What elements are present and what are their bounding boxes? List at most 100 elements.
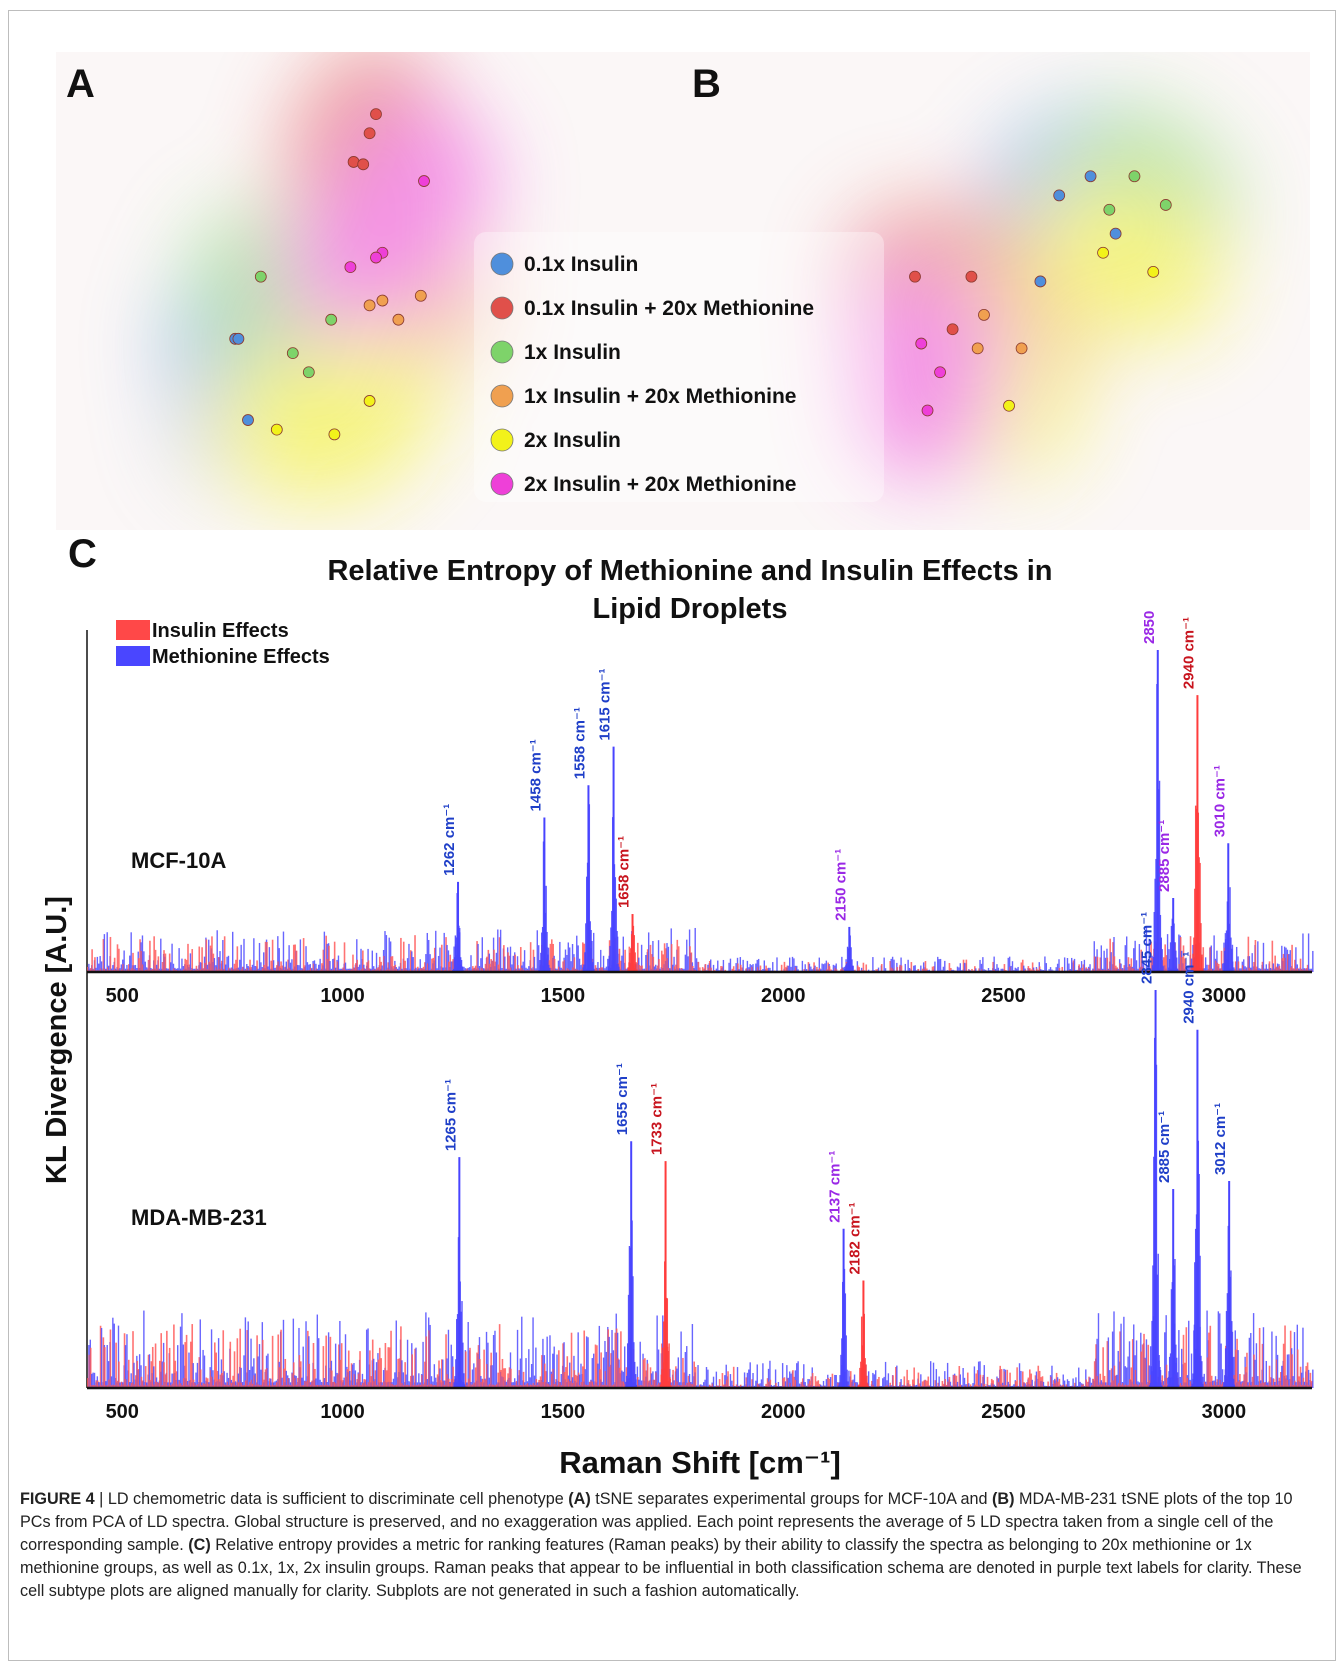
peak-label: 1265 cm⁻¹ <box>442 1079 459 1151</box>
x-tick-label: 3000 <box>1202 985 1247 1007</box>
legend-swatch <box>490 340 514 364</box>
tsne-panel-b <box>683 52 1310 530</box>
tsne-point <box>978 308 990 321</box>
peak-label: 1615 cm⁻¹ <box>597 668 614 740</box>
tsne-point <box>270 423 283 436</box>
peak-label: 1655 cm⁻¹ <box>614 1063 631 1135</box>
caption-text-3: MDA-MB-231 tSNE plots of the top 10 PCs … <box>20 1490 1293 1554</box>
caption-text-1: LD chemometric data is sufficient to dis… <box>107 1490 569 1508</box>
panel-letter-a: A <box>66 62 95 106</box>
x-tick-label: 500 <box>106 1401 139 1423</box>
x-tick-label: 1000 <box>320 985 365 1007</box>
legend-label: 0.1x Insulin <box>524 253 638 276</box>
caption-sep: | <box>94 1490 108 1508</box>
legend-swatch <box>490 384 514 408</box>
caption-ref-b: (B) <box>992 1490 1015 1508</box>
figure-caption: FIGURE 4 | LD chemometric data is suffic… <box>20 1488 1320 1603</box>
tsne-point <box>1159 199 1172 211</box>
legend-label: 0.1x Insulin + 20x Methionine <box>524 297 814 320</box>
series-legend-label: Insulin Effects <box>152 620 289 642</box>
figure-frame <box>8 10 1336 1661</box>
x-tick-label: 2500 <box>981 985 1026 1007</box>
kl-divergence-chart: KL Divergence [A.U.] Raman Shift [cm⁻¹] In… <box>41 610 1314 1480</box>
tsne-point <box>1109 227 1122 240</box>
tsne-point <box>325 313 338 326</box>
tsne-point <box>232 332 245 345</box>
peak-label: 1558 cm⁻¹ <box>571 707 588 779</box>
series-legend-label: Methionine Effects <box>152 646 330 668</box>
x-tick-label: 500 <box>106 985 139 1007</box>
peak-label: 2137 cm⁻¹ <box>827 1151 844 1223</box>
peak-label: 1458 cm⁻¹ <box>527 739 544 811</box>
tsne-point <box>909 270 921 283</box>
tsne-point <box>363 127 376 140</box>
peak-label: 2940 cm⁻¹ <box>1180 952 1197 1024</box>
tsne-point <box>1147 265 1160 278</box>
tsne-point <box>971 342 984 355</box>
group-legend: 0.1x Insulin 0.1x Insulin + 20x Methionin… <box>474 232 884 502</box>
tsne-point <box>370 108 382 121</box>
tsne-point <box>302 366 315 379</box>
tsne-point <box>1015 342 1028 355</box>
peak-label: 2885 cm⁻¹ <box>1156 820 1173 892</box>
panel-letter-b: B <box>692 62 721 106</box>
tsne-point <box>946 323 959 336</box>
y-axis-label: KL Divergence [A.U.] <box>41 896 73 1184</box>
legend-label: 2x Insulin <box>524 429 621 452</box>
peak-label: 2845 cm⁻¹ <box>1139 912 1156 984</box>
legend-swatch <box>490 252 514 276</box>
tsne-point <box>1003 399 1015 412</box>
legend-label: 1x Insulin + 20x Methionine <box>524 385 797 408</box>
tsne-point <box>347 156 360 168</box>
x-tick-label: 2000 <box>761 985 806 1007</box>
series-legend-swatch <box>116 620 150 640</box>
tsne-point <box>286 347 299 360</box>
tsne-point <box>965 270 978 283</box>
subplot-1: 1265 cm⁻¹ 1655 cm⁻¹ 1733 cm⁻¹ 2137 cm⁻¹2182… <box>87 912 1314 1423</box>
x-tick-label: 1500 <box>541 1401 586 1423</box>
tsne-point <box>1128 170 1141 183</box>
tsne-point <box>363 395 376 407</box>
tsne-point <box>1097 246 1109 259</box>
peak-label: 2150 cm⁻¹ <box>832 849 849 921</box>
caption-lead: FIGURE 4 <box>20 1490 95 1508</box>
peak-label: 2182 cm⁻¹ <box>846 1202 863 1274</box>
x-tick-label: 2000 <box>761 1401 806 1423</box>
subplot-0: 1262 cm⁻¹ 1458 cm⁻¹ 1558 cm⁻¹ 1615 cm⁻¹ 1658… <box>87 610 1314 1007</box>
x-tick-label: 3000 <box>1202 1401 1247 1423</box>
tsne-point <box>376 294 389 307</box>
caption-text-4: Relative entropy provides a metric for r… <box>20 1536 1302 1600</box>
legend-swatch <box>490 428 514 452</box>
tsne-point <box>392 313 405 326</box>
legend-swatch <box>490 472 514 496</box>
tsne-point <box>357 158 370 171</box>
legend-background <box>474 232 884 502</box>
caption-ref-c: (C) <box>188 1536 211 1554</box>
tsne-point <box>414 289 427 302</box>
legend-label: 1x Insulin <box>524 341 621 364</box>
x-axis-label: Raman Shift [cm⁻¹] <box>559 1445 841 1480</box>
series-legend-swatch <box>116 646 150 666</box>
tsne-point <box>328 428 341 441</box>
tsne-point <box>934 366 946 379</box>
peak-label: 2885 cm⁻¹ <box>1156 1111 1173 1183</box>
tsne-point <box>1053 189 1066 202</box>
legend-label: 2x Insulin + 20x Methionine <box>524 473 797 496</box>
legend-swatch <box>490 296 514 320</box>
x-tick-label: 1500 <box>541 985 586 1007</box>
tsne-point <box>1034 275 1047 288</box>
tsne-point <box>1103 203 1116 216</box>
tsne-point <box>915 337 928 350</box>
caption-text-2: tSNE separates experimental groups for M… <box>590 1490 992 1508</box>
peak-label: 2940 cm⁻¹ <box>1180 617 1197 689</box>
peak-label: 3012 cm⁻¹ <box>1212 1103 1229 1175</box>
tsne-point <box>344 261 357 274</box>
chart-title: Relative Entropy of Methionine and Insul… <box>327 555 1053 625</box>
tsne-panel-a <box>56 52 696 530</box>
x-tick-label: 2500 <box>981 1401 1026 1423</box>
peak-label: 3010 cm⁻¹ <box>1211 765 1228 837</box>
peak-label: 1733 cm⁻¹ <box>649 1083 666 1155</box>
x-tick-label: 1000 <box>320 1401 365 1423</box>
tsne-point <box>363 299 376 312</box>
tsne-point <box>1084 170 1097 183</box>
